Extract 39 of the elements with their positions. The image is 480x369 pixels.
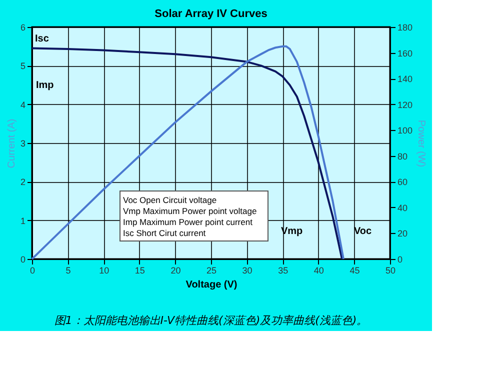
x-tick-label: 50 bbox=[385, 266, 396, 276]
x-axis-title: Voltage (V) bbox=[186, 280, 238, 290]
annotation: Isc bbox=[35, 33, 50, 44]
y2-tick-label: 0 bbox=[398, 254, 403, 264]
chart-title: Solar Array IV Curves bbox=[154, 8, 268, 20]
y2-tick-label: 80 bbox=[398, 151, 408, 162]
y-axis-title: Current (A) bbox=[6, 118, 18, 168]
annotation: Vmp Maximum Power point voltage bbox=[123, 206, 257, 216]
caption: 图1：太阳能电池输出I-V特性曲线(深蓝色)及功率曲线(浅蓝色)。 bbox=[54, 314, 368, 327]
x-tick-label: 25 bbox=[206, 266, 217, 276]
y2-axis-title: Power (W) bbox=[416, 120, 427, 168]
y2-tick-label: 100 bbox=[398, 126, 413, 136]
y2-tick-label: 140 bbox=[398, 74, 413, 84]
x-tick-label: 35 bbox=[278, 266, 288, 276]
annotation: Voc Open Circuit voltage bbox=[123, 195, 217, 205]
y-tick-label: 6 bbox=[20, 22, 26, 32]
x-tick-label: 20 bbox=[170, 266, 181, 276]
y-tick-label: 4 bbox=[20, 100, 26, 110]
annotation: Imp bbox=[36, 80, 54, 91]
y2-tick-label: 120 bbox=[398, 100, 413, 110]
x-tick-label: 0 bbox=[30, 266, 36, 276]
y2-tick-label: 60 bbox=[398, 177, 408, 188]
y2-tick-label: 40 bbox=[398, 202, 408, 213]
annotation: Isc Short Cirut current bbox=[123, 228, 206, 238]
annotation: Imp Maximum Power point current bbox=[123, 217, 254, 227]
x-tick-label: 15 bbox=[134, 266, 145, 276]
x-tick-label: 40 bbox=[314, 266, 324, 276]
y-tick-label: 5 bbox=[20, 61, 26, 72]
y-tick-label: 1 bbox=[20, 216, 26, 226]
y2-tick-label: 180 bbox=[398, 22, 413, 32]
y2-tick-label: 20 bbox=[398, 228, 408, 239]
x-tick-label: 45 bbox=[350, 266, 360, 276]
x-tick-label: 5 bbox=[66, 266, 71, 276]
y2-tick-label: 160 bbox=[398, 48, 413, 58]
y-tick-label: 2 bbox=[20, 177, 26, 188]
x-tick-label: 10 bbox=[99, 266, 110, 276]
y-tick-label: 3 bbox=[20, 138, 26, 148]
x-tick-label: 30 bbox=[242, 266, 252, 276]
y-tick-label: 0 bbox=[20, 254, 26, 264]
